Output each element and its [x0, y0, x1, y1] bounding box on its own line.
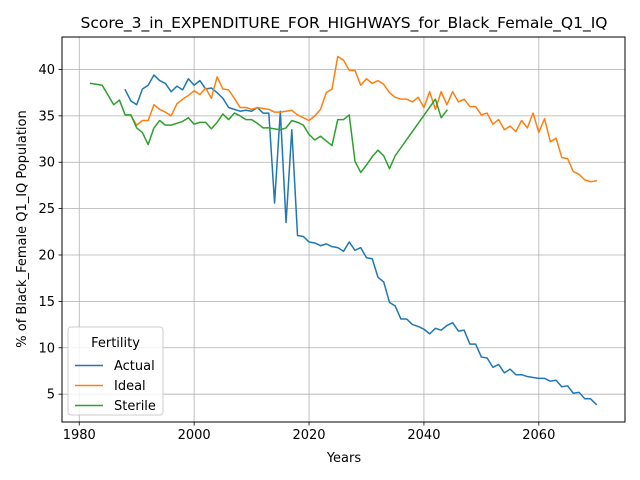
x-axis-ticks: 1980 2000 2020 2040 2060: [63, 422, 555, 443]
x-axis-label: Years: [326, 451, 362, 466]
legend-label-actual: Actual: [114, 359, 155, 374]
legend-items: Actual Ideal Sterile: [75, 359, 156, 414]
x-tick-label: 2020: [292, 428, 325, 443]
legend-label-sterile: Sterile: [114, 399, 156, 414]
grid: [62, 37, 625, 422]
y-axis-ticks: 5 10 15 20 25 30 35 40: [38, 63, 62, 403]
y-tick-label: 40: [38, 63, 55, 78]
y-tick-label: 10: [38, 341, 55, 356]
series-line-sterile: [89, 82, 448, 174]
y-tick-label: 5: [47, 388, 55, 403]
x-tick-label: 1980: [63, 428, 96, 443]
y-tick-label: 20: [38, 249, 55, 264]
plot-frame: [61, 36, 626, 423]
legend-label-ideal: Ideal: [114, 379, 146, 394]
y-tick-label: 25: [38, 202, 55, 217]
series-line-actual: [124, 74, 598, 406]
y-tick-label: 15: [38, 295, 55, 310]
x-tick-label: 2040: [407, 428, 440, 443]
x-tick-label: 2060: [522, 428, 555, 443]
y-axis-label: % of Black_Female Q1_IQ Population: [15, 110, 30, 347]
legend: Fertility Actual Ideal Sterile: [67, 326, 164, 416]
series-line-ideal: [129, 55, 598, 183]
y-tick-label: 35: [38, 109, 55, 124]
x-tick-label: 2000: [178, 428, 211, 443]
legend-box: [67, 326, 164, 416]
y-tick-label: 30: [38, 156, 55, 171]
chart-title: Score_3_in_EXPENDITURE_FOR_HIGHWAYS_for_…: [80, 14, 607, 33]
legend-title: Fertility: [91, 336, 140, 351]
series-lines: [89, 55, 598, 406]
